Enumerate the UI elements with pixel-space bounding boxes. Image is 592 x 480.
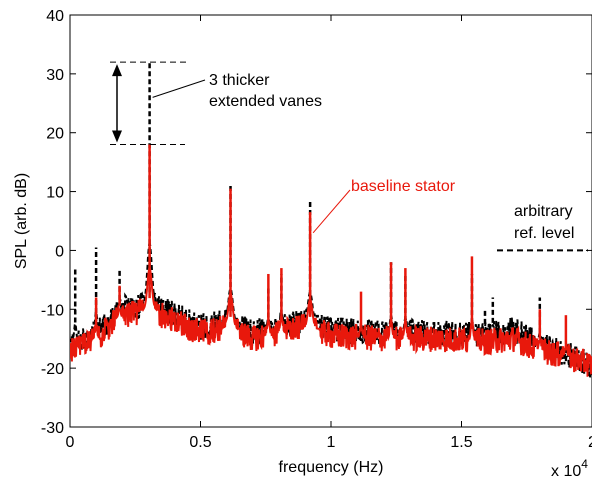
y-tick-label: 40 (46, 8, 64, 25)
x-tick-label: 2 (588, 434, 592, 451)
x-multiplier-base: x 10 (551, 463, 581, 480)
x-tick-label: 1 (327, 434, 336, 451)
series-line-red (70, 267, 592, 377)
x-tick-label: 0.5 (189, 434, 211, 451)
annotation-vanes-line1: 3 thicker (209, 72, 270, 89)
y-tick-label: 30 (46, 67, 64, 84)
leader-line-baseline (312, 189, 351, 234)
annotation-ref-line2: ref. level (514, 225, 574, 242)
arrow-head-up-icon (112, 64, 122, 77)
x-axis-label: frequency (Hz) (279, 459, 384, 476)
annotations: 3 thicker extended vanes baseline stator… (110, 61, 588, 252)
x-tick-label: 0 (66, 434, 75, 451)
y-tick-label: 0 (55, 243, 64, 260)
annotation-baseline-stator: baseline stator (351, 178, 456, 195)
leader-line-vanes (152, 79, 206, 98)
x-axis-ticks: 0 0.5 1 1.5 2 (66, 15, 592, 451)
y-axis-label: SPL (arb. dB) (13, 173, 30, 269)
y-axis-ticks: -30 -20 -10 0 10 20 30 40 (41, 8, 592, 437)
x-multiplier-exponent: 4 (581, 457, 588, 471)
y-tick-label: 20 (46, 126, 64, 143)
y-tick-label: -20 (41, 361, 64, 378)
annotation-vanes-line2: extended vanes (209, 93, 322, 110)
series-layer (70, 62, 592, 378)
y-tick-label: 10 (46, 185, 64, 202)
series-red (70, 144, 592, 377)
arrow-head-down-icon (112, 130, 122, 143)
y-tick-label: -10 (41, 302, 64, 319)
annotation-ref-line1: arbitrary (514, 203, 573, 220)
x-tick-label: 1.5 (450, 434, 472, 451)
y-tick-label: -30 (41, 420, 64, 437)
x-axis-multiplier: x 104 (551, 457, 588, 480)
plot-area (69, 14, 592, 428)
